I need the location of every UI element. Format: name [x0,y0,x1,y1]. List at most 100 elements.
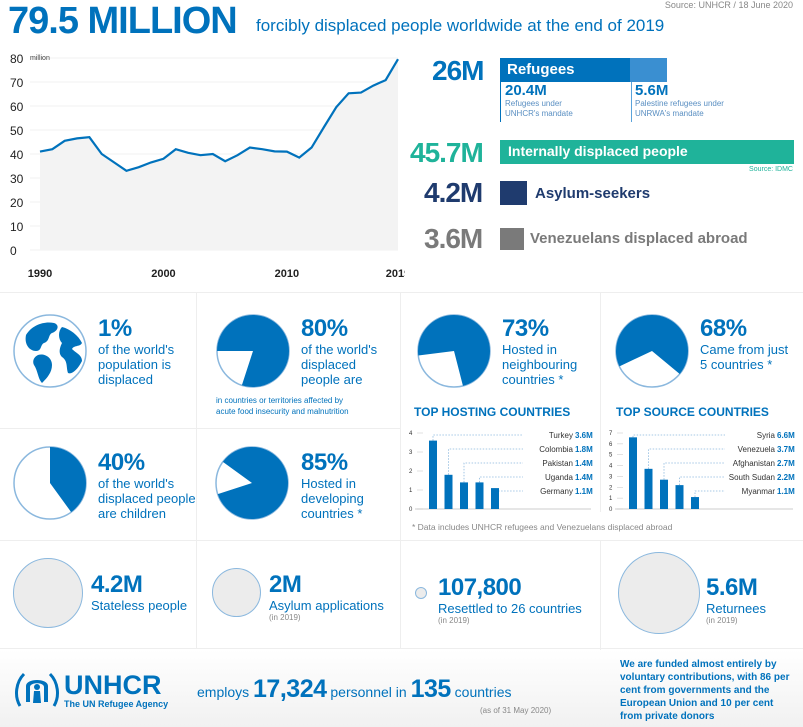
bar-value-label: 1.4M [575,473,593,482]
y-tick-label: 40 [10,148,24,162]
y-tick-label: 6 [609,442,613,448]
pie-slice [50,447,86,513]
bar-value-label: 2.2M [777,473,795,482]
y-tick-label: 3 [409,450,413,456]
stat-note: (in 2019) [706,616,738,625]
stat-label: Asylum applications [269,598,384,613]
pie-chart-developing [215,446,289,520]
bar-category-label: Myanmar [742,487,776,496]
divider [631,82,632,122]
bar [675,485,684,509]
stat-note: (in 2019) [438,616,470,625]
bar [444,474,453,509]
stat-label: displaced [98,372,153,387]
stat-resettled: 107,800 Resettled to 26 countries (in 20… [438,574,582,626]
idp-value: 45.7M [410,137,484,168]
data-footnote: * Data includes UNHCR refugees and Venez… [412,522,673,532]
stat-value: 80% [301,315,348,342]
stat-value: 85% [301,449,348,476]
divider [196,540,197,648]
note-line: acute food insecurity and malnutrition [216,407,349,416]
top-hosting-title: TOP HOSTING COUNTRIES [414,405,571,419]
venezuelans-label: Venezuelans displaced abroad [530,230,748,247]
footer [0,650,803,727]
stat-label: Hosted in [301,476,356,491]
y-axis-label: million [30,55,50,62]
pie-slice [217,447,288,519]
stat-value: 4.2M [91,571,143,598]
pie-slice [217,315,289,387]
venezuelans-value: 3.6M [424,223,483,254]
stat-value: 107,800 [438,574,522,601]
divider [196,292,197,540]
stat-food-insecurity: 80% of the world's displaced people are [301,315,378,388]
x-tick-label: 2000 [151,268,175,280]
as-of-date: (as of 31 May 2020) [480,706,552,715]
idp-bar: Internally displaced people [500,140,794,164]
area-fill [40,59,398,251]
divider [400,292,401,540]
stat-label: of the world's [301,342,378,357]
leader-line [632,434,725,438]
bar-category-label: Afghanistan [733,459,775,468]
staff-statement: employs 17,324 personnel in 135 countrie… [197,675,511,704]
palestine-refugees-label: Palestine refugees under [635,99,724,108]
stat-children: 40% of the world's displaced people are … [98,449,196,522]
y-tick-label: 7 [609,431,613,437]
leader-line [679,476,725,486]
unhcr-refugees-label: UNHCR's mandate [505,109,573,118]
source-note: Source: UNHCR / 18 June 2020 [664,0,793,10]
leader-line [663,462,725,480]
idp-source: Source: IDMC [749,166,793,173]
y-tick-label: 70 [10,76,24,90]
leader-line [494,488,523,492]
bar-value-label: 1.8M [575,445,593,454]
stat-value: 40% [98,449,145,476]
food-insecurity-note: in countries or territories affected by … [216,395,349,417]
unhcr-logo-icon [15,672,59,707]
bar-category-label: Uganda [545,473,574,482]
leader-line [448,448,523,475]
stat-value: 68% [700,315,747,342]
bar-value-label: 3.6M [575,431,593,440]
leader-line [479,476,523,483]
stat-label: population is [98,357,171,372]
leader-line [694,490,725,498]
refugees-value: 26M [432,55,484,86]
asylum-seekers-value: 4.2M [424,177,483,208]
stat-note: (in 2019) [269,613,301,622]
bar [491,488,499,509]
leader-line [463,462,523,483]
y-tick-label: 2 [409,469,413,475]
stat-value: 73% [502,315,549,342]
asylum-seekers-bar [500,181,527,205]
y-tick-label: 80 [10,52,24,66]
venezuelans-bar [500,228,524,250]
unhcr-refugees-label: Refugees under [505,99,562,108]
leader-line [432,434,523,441]
bar [691,497,699,509]
subheadline: forcibly displaced people worldwide at t… [256,16,665,35]
stat-source-countries: 68% Came from just 5 countries * [700,315,788,373]
y-tick-label: 4 [409,431,413,437]
leader-line [648,448,725,469]
pie-chart-food-insecurity [216,314,290,388]
y-tick-label: 5 [609,453,613,459]
y-tick-label: 1 [409,488,413,494]
divider [500,82,501,122]
stat-label: people are [301,372,363,387]
logo-subtitle: The UN Refugee Agency [64,699,169,709]
unhcr-logo: UNHCR The UN Refugee Agency [64,671,168,709]
stat-value: 1% [98,315,132,342]
x-tick-label: 2019 [386,268,405,280]
divider [0,540,803,541]
bar-value-label: 1.1M [575,487,593,496]
bar-category-label: Germany [540,487,573,496]
pie-slice [418,315,490,386]
palestine-refugees-label: UNRWA's mandate [635,109,704,118]
pie-chart-source-countries [615,314,689,388]
funding-statement: We are funded almost entirely by volunta… [620,659,790,722]
resettled-circle [415,587,427,599]
bar-value-label: 6.6M [777,431,795,440]
bar-value-label: 1.4M [575,459,593,468]
